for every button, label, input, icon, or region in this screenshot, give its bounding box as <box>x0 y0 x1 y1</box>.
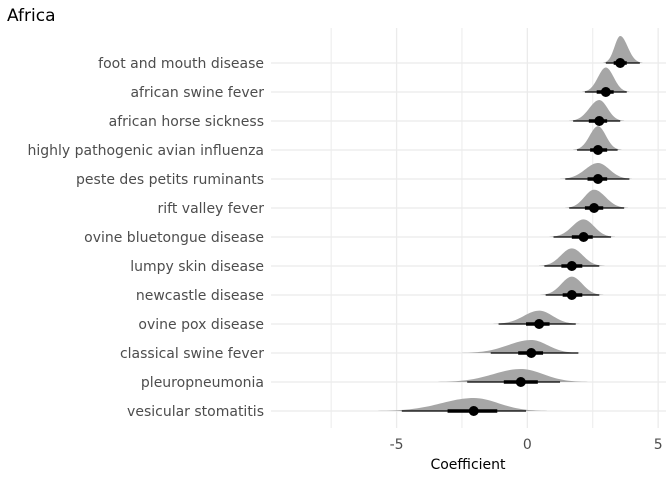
x-tick-label: -5 <box>390 437 404 453</box>
category-labels: foot and mouth disease african swine feve… <box>28 56 265 420</box>
density-slab <box>540 276 604 295</box>
density-slab <box>378 398 547 411</box>
density-slab <box>539 248 605 266</box>
estimate-point <box>578 232 589 242</box>
estimate-point <box>615 58 626 68</box>
x-tick-label: 5 <box>654 437 663 453</box>
density-slab <box>565 189 629 208</box>
point-layer <box>468 58 626 416</box>
category-label: ovine pox disease <box>138 317 264 333</box>
category-label: pleuropneumonia <box>141 375 264 391</box>
density-layer <box>378 36 643 411</box>
estimate-point <box>515 377 526 387</box>
density-slab <box>582 67 630 92</box>
estimate-point <box>592 174 603 184</box>
category-label: vesicular stomatitis <box>127 404 264 420</box>
density-slab <box>560 163 632 179</box>
category-label: classical swine fever <box>120 346 264 362</box>
x-tick-label: 0 <box>523 437 532 453</box>
category-label: ovine bluetongue disease <box>84 230 264 246</box>
category-label: rift valley fever <box>158 201 265 217</box>
category-label: newcastle disease <box>136 288 264 304</box>
estimate-point <box>594 116 605 126</box>
estimate-point <box>526 348 537 358</box>
x-tick-labels: -5 0 5 <box>390 437 663 453</box>
estimate-point <box>534 319 545 329</box>
category-label: african horse sickness <box>109 114 264 130</box>
x-axis-title: Coefficient <box>430 457 506 473</box>
estimate-point <box>468 406 479 416</box>
estimate-point <box>566 261 577 271</box>
category-label: lumpy skin disease <box>130 259 264 275</box>
density-slab <box>603 36 643 63</box>
estimate-point <box>589 203 600 213</box>
estimate-point <box>600 87 611 97</box>
density-slab <box>569 100 625 121</box>
density-slab <box>549 219 615 237</box>
category-label: peste des petits ruminants <box>76 172 264 188</box>
estimate-point <box>566 290 577 300</box>
chart-title: Africa <box>7 6 56 26</box>
density-slab <box>438 369 588 382</box>
density-slab <box>461 340 580 353</box>
density-slab <box>493 310 580 324</box>
category-label: highly pathogenic avian influenza <box>28 143 264 159</box>
category-label: foot and mouth disease <box>98 56 264 72</box>
estimate-point <box>592 145 603 155</box>
category-label: african swine fever <box>130 85 264 101</box>
density-slab <box>573 126 622 150</box>
